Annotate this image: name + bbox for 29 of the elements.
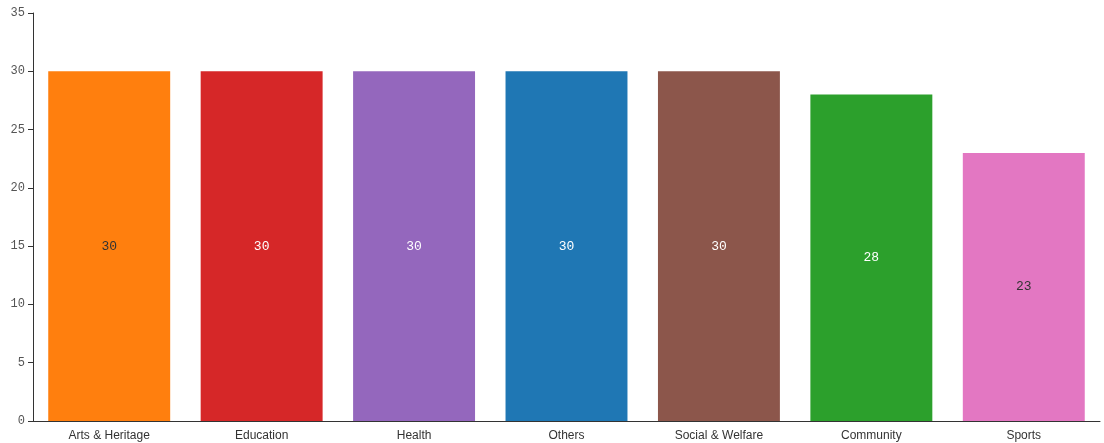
- y-tick-label: 20: [10, 180, 25, 195]
- bar: [962, 152, 1085, 421]
- data-label: 30: [711, 238, 727, 254]
- bar: [353, 71, 476, 421]
- x-tick-label: Health: [396, 428, 432, 442]
- data-label: 28: [863, 250, 880, 266]
- data-label: 23: [1015, 279, 1032, 295]
- data-label: 30: [558, 238, 575, 254]
- bar: [810, 94, 933, 421]
- x-tick-label: Community: [841, 428, 902, 442]
- y-tick-label: 25: [10, 122, 25, 137]
- y-tick-label: 0: [17, 414, 25, 428]
- data-label: 30: [101, 238, 118, 254]
- x-tick-label: Education: [234, 428, 289, 442]
- x-tick-label: Sports: [1006, 428, 1042, 442]
- x-tick-label: Arts & Heritage: [68, 428, 151, 442]
- bar: [505, 71, 628, 421]
- x-tick-label: Others: [548, 428, 585, 442]
- y-tick-label: 15: [10, 239, 25, 254]
- y-tick-label: 10: [10, 297, 25, 312]
- bar: [200, 71, 323, 421]
- data-label: 30: [253, 238, 270, 254]
- data-label: 30: [406, 238, 422, 254]
- bar: [48, 71, 171, 421]
- y-tick-label: 5: [17, 355, 25, 370]
- y-tick-label: 35: [10, 6, 25, 20]
- x-tick-label: Social & Welfare: [674, 428, 764, 442]
- y-tick-label: 30: [10, 64, 25, 79]
- bar: [657, 71, 780, 421]
